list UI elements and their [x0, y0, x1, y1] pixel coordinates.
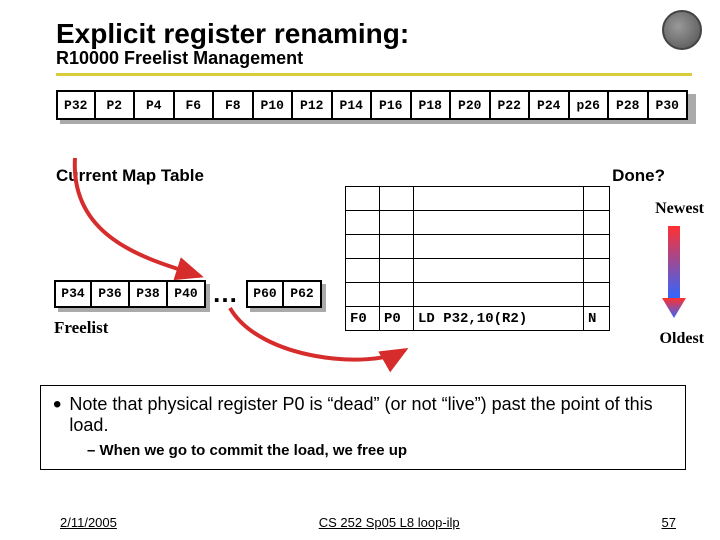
freelist-cell: P60: [246, 280, 284, 308]
map-cell: P22: [491, 90, 531, 120]
freelist-label: Freelist: [54, 318, 108, 338]
map-cell: P28: [609, 90, 649, 120]
bullet-dot: •: [53, 394, 61, 436]
footer-center: CS 252 Sp05 L8 loop-ilp: [319, 515, 460, 530]
map-table-label: Current Map Table: [56, 166, 204, 186]
map-cell: P4: [135, 90, 175, 120]
map-cell: P18: [412, 90, 452, 120]
map-cell: P32: [56, 90, 96, 120]
footer-page: 57: [662, 515, 676, 530]
gradient-arrow: [660, 226, 688, 318]
note-box: • Note that physical register P0 is “dea…: [40, 385, 686, 470]
ellipsis: …: [212, 278, 240, 309]
freelist-cell: P40: [168, 280, 206, 308]
title-rule: [56, 73, 692, 76]
map-cell: P12: [293, 90, 333, 120]
map-cell: P14: [333, 90, 373, 120]
map-cell: F8: [214, 90, 254, 120]
slide-title: Explicit register renaming:: [56, 18, 692, 50]
done-label: Done?: [612, 166, 665, 186]
rob-row: F0P0LD P32,10(R2)N: [346, 307, 610, 331]
freelist-row: P34P36P38P40 … P60P62: [54, 278, 322, 309]
note-main: Note that physical register P0 is “dead”…: [69, 394, 673, 436]
freelist-cell: P38: [130, 280, 168, 308]
seal-logo: [662, 10, 702, 50]
freelist-cell: P62: [284, 280, 322, 308]
footer: 2/11/2005 CS 252 Sp05 L8 loop-ilp 57: [0, 515, 720, 530]
map-cell: P2: [96, 90, 136, 120]
map-cell: P16: [372, 90, 412, 120]
freelist-cell: P34: [54, 280, 92, 308]
slide-subtitle: R10000 Freelist Management: [56, 48, 692, 69]
freelist-cell: P36: [92, 280, 130, 308]
map-table-row: P32P2P4F6F8P10P12P14P16P18P20P22P24p26P2…: [56, 90, 692, 120]
newest-label: Newest: [655, 200, 704, 218]
map-cell: F6: [175, 90, 215, 120]
map-cell: P20: [451, 90, 491, 120]
footer-date: 2/11/2005: [60, 515, 117, 530]
map-cell: p26: [570, 90, 610, 120]
map-cell: P10: [254, 90, 294, 120]
rob-table: F0P0LD P32,10(R2)N: [345, 186, 610, 331]
oldest-label: Oldest: [660, 330, 704, 348]
map-cell: P24: [530, 90, 570, 120]
note-sub: When we go to commit the load, we free u…: [87, 442, 673, 459]
map-cell: P30: [649, 90, 689, 120]
